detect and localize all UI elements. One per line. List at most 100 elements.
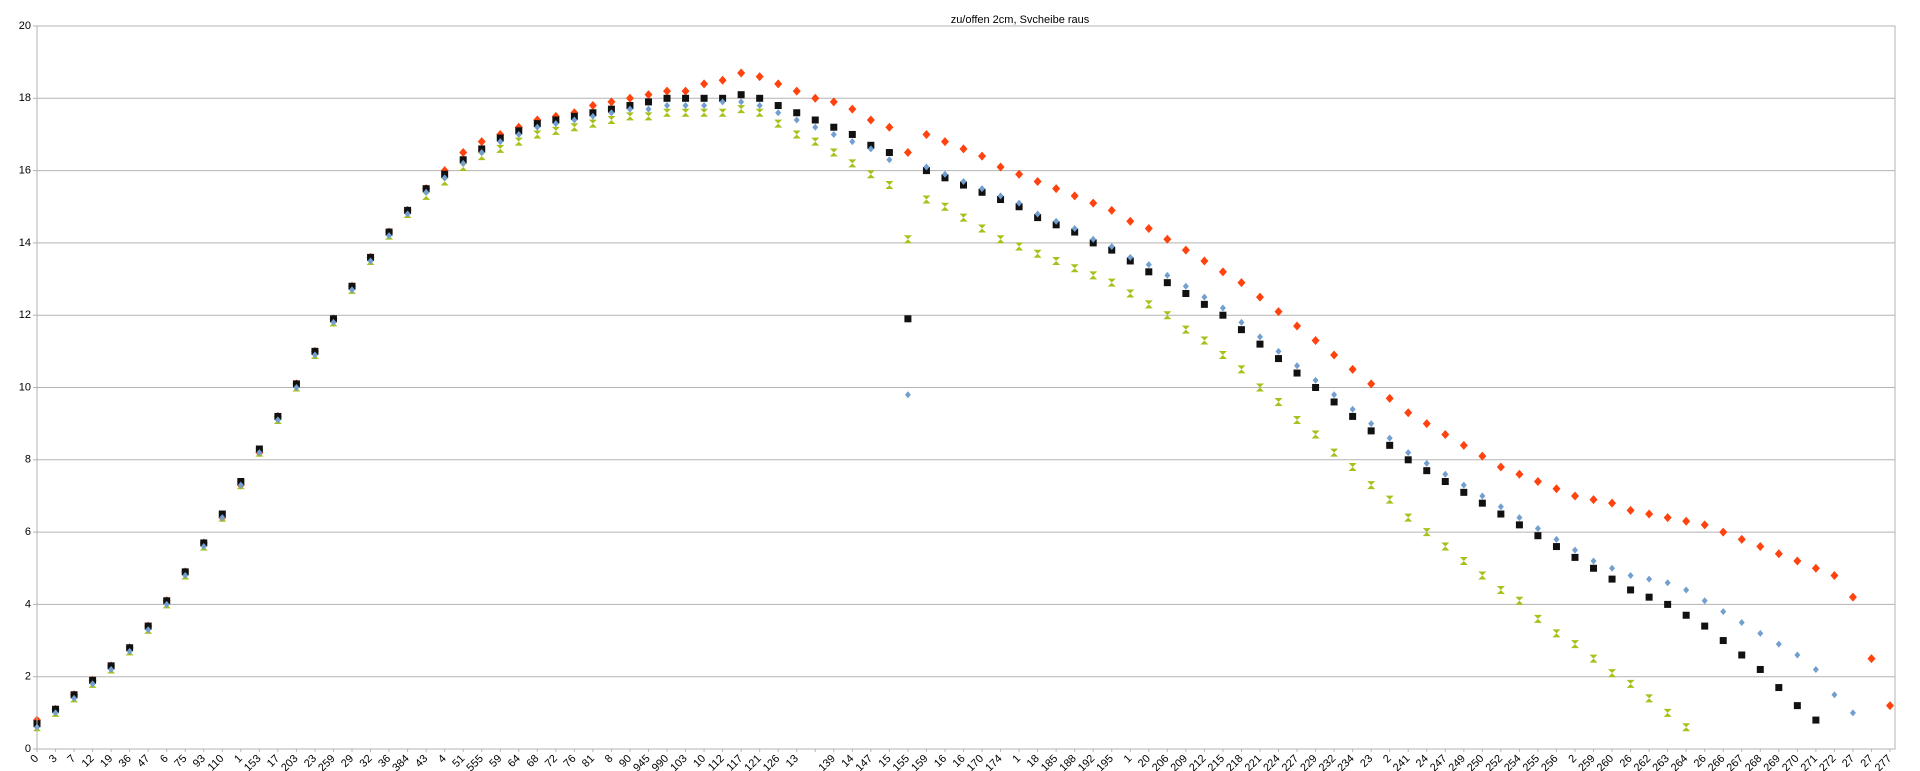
point	[570, 123, 579, 132]
point	[108, 665, 115, 673]
point	[1052, 184, 1061, 194]
point	[1515, 469, 1524, 479]
point	[1200, 300, 1208, 308]
point	[866, 170, 875, 179]
point	[1608, 575, 1616, 583]
point	[682, 94, 690, 102]
point	[1219, 304, 1226, 312]
point	[1459, 557, 1468, 566]
point	[737, 68, 746, 78]
x-tick-label: 221	[1243, 753, 1264, 771]
point	[1590, 557, 1597, 565]
point	[978, 188, 986, 196]
point	[960, 181, 967, 189]
point	[1886, 701, 1894, 711]
x-tick-label: 170	[965, 753, 986, 771]
point	[1163, 279, 1171, 287]
point	[293, 384, 300, 391]
x-tick-label: 117	[724, 753, 745, 771]
x-tick-label: 277	[1873, 753, 1894, 771]
point	[1737, 534, 1746, 544]
point	[70, 691, 78, 699]
x-tick-label: 1	[1122, 753, 1135, 766]
x-tick-label: 6	[158, 753, 171, 766]
point	[571, 116, 578, 124]
point	[200, 539, 208, 547]
point	[644, 112, 653, 121]
point	[756, 102, 763, 110]
point	[904, 315, 912, 323]
point	[959, 213, 968, 222]
point	[1293, 416, 1302, 425]
point	[515, 127, 523, 135]
point	[1107, 205, 1116, 215]
point	[459, 148, 468, 158]
point	[552, 116, 560, 124]
point	[1478, 499, 1486, 507]
point	[219, 514, 226, 522]
x-tick-label: 68	[524, 753, 541, 770]
point	[330, 318, 337, 326]
x-tick-label: 126	[761, 753, 782, 771]
point	[1311, 336, 1320, 346]
x-tick-label: 241	[1391, 753, 1412, 771]
point	[1219, 311, 1227, 319]
point	[1496, 585, 1505, 594]
x-tick-label: 256	[1539, 753, 1560, 771]
point	[1108, 246, 1116, 254]
point	[1405, 449, 1412, 457]
point	[1015, 242, 1024, 251]
point	[1608, 498, 1617, 508]
point	[1589, 495, 1598, 505]
point	[274, 412, 282, 420]
point	[1775, 684, 1783, 692]
point	[477, 137, 486, 147]
point	[1479, 492, 1486, 500]
point	[1145, 261, 1152, 269]
point	[1793, 556, 1802, 566]
point	[459, 162, 468, 171]
point	[1089, 239, 1097, 247]
x-tick-label: 159	[909, 753, 930, 771]
x-tick-label: 10	[691, 753, 708, 770]
point	[441, 174, 448, 182]
x-tick-label: 555	[464, 753, 485, 771]
point	[422, 191, 431, 200]
point	[1033, 249, 1042, 258]
point	[719, 98, 726, 106]
point	[1478, 451, 1487, 461]
point	[1441, 477, 1449, 485]
y-tick-label: 14	[19, 237, 31, 249]
y-tick-label: 8	[25, 454, 31, 466]
point	[311, 351, 318, 359]
point	[1201, 293, 1208, 301]
point	[163, 597, 171, 605]
x-tick-label: 206	[1150, 753, 1171, 771]
point	[1181, 325, 1190, 334]
point	[1108, 243, 1115, 251]
point	[1682, 516, 1691, 526]
point	[607, 97, 616, 107]
point	[979, 185, 986, 193]
point	[775, 109, 782, 117]
point	[534, 123, 541, 131]
point	[997, 196, 1005, 204]
x-tick-label: 260	[1595, 753, 1616, 771]
point	[218, 510, 226, 518]
y-tick-label: 20	[19, 20, 31, 32]
point	[866, 115, 875, 125]
point	[385, 228, 393, 236]
x-tick-label: 212	[1187, 753, 1208, 771]
point	[1275, 355, 1283, 363]
x-tick-label: 249	[1447, 753, 1468, 771]
point	[349, 286, 356, 294]
point	[774, 79, 783, 89]
x-tick-label: 247	[1428, 753, 1449, 771]
point	[1070, 191, 1079, 201]
x-tick-label: 266	[1706, 753, 1727, 771]
point	[588, 119, 597, 128]
x-tick-label: 153	[242, 753, 263, 771]
point	[1182, 282, 1189, 290]
